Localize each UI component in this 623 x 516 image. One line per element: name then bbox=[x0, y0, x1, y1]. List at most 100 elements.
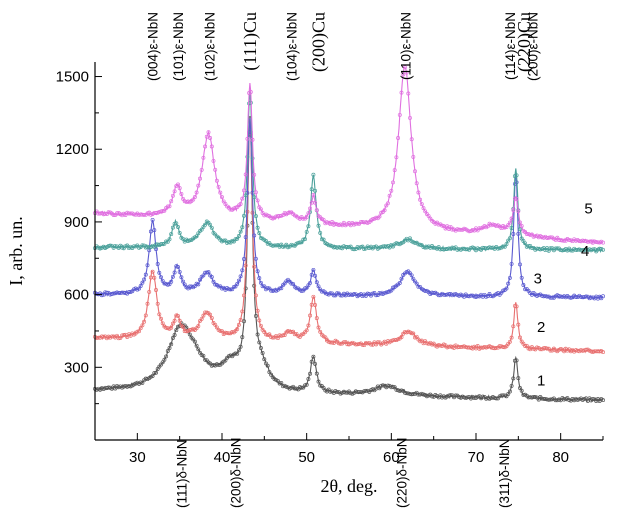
series-5-point bbox=[426, 213, 431, 218]
series-4-point bbox=[238, 229, 243, 234]
series-3-point bbox=[137, 286, 141, 291]
series-4-point bbox=[221, 238, 226, 243]
series-5-point bbox=[238, 202, 243, 206]
series-3-point bbox=[243, 235, 248, 240]
series-1-point bbox=[601, 398, 605, 403]
series-1-point bbox=[519, 388, 524, 393]
series-3-point bbox=[557, 294, 561, 298]
series-2-point bbox=[341, 340, 346, 345]
series-5-point bbox=[287, 210, 292, 215]
series-1-point bbox=[303, 383, 307, 388]
series-5-point bbox=[218, 190, 223, 195]
y-tick-label: 900 bbox=[64, 214, 89, 231]
series-5-point bbox=[142, 212, 147, 217]
series-3-point bbox=[374, 293, 379, 298]
series-3-point bbox=[140, 280, 145, 285]
series-4-point bbox=[235, 236, 240, 241]
series-4-point bbox=[387, 245, 392, 250]
series-5-point bbox=[448, 224, 453, 229]
series-5-point bbox=[385, 201, 390, 206]
series-5-point bbox=[208, 136, 213, 140]
series-5-point bbox=[167, 204, 172, 209]
series-1-point bbox=[187, 332, 192, 337]
series-4-point bbox=[372, 244, 377, 249]
series-2-point bbox=[411, 331, 416, 336]
series-2-point bbox=[314, 316, 319, 321]
series-1-point bbox=[494, 396, 499, 401]
series-3-point bbox=[519, 275, 524, 280]
series-3-point bbox=[501, 288, 506, 293]
series-2-point bbox=[238, 318, 243, 322]
series-5-point bbox=[411, 154, 416, 159]
peak-annotation-bottom: (220)δ-NbN bbox=[394, 437, 409, 508]
series-1-point bbox=[240, 335, 245, 340]
series-1-point bbox=[363, 388, 368, 393]
series-5-point bbox=[162, 208, 167, 213]
series-2-point bbox=[121, 333, 126, 337]
series-2-point bbox=[253, 293, 258, 298]
series-1-point bbox=[257, 340, 262, 345]
series-2-point bbox=[135, 329, 140, 334]
series-5-point bbox=[389, 188, 394, 193]
series-3-point bbox=[108, 292, 113, 297]
series-2-point bbox=[196, 324, 201, 329]
series-5-point bbox=[519, 224, 524, 228]
series-2-point bbox=[154, 288, 158, 292]
series-1-point bbox=[160, 360, 165, 365]
series-4-label: 4 bbox=[581, 243, 589, 260]
series-5-point bbox=[170, 193, 175, 198]
series-2-point bbox=[575, 348, 580, 353]
series-3-point bbox=[204, 270, 209, 275]
series-1-point bbox=[512, 358, 517, 363]
series-5-point bbox=[507, 220, 512, 225]
series-3-point bbox=[409, 273, 414, 278]
series-2-point bbox=[573, 348, 578, 353]
series-5-point bbox=[528, 232, 533, 237]
series-5-point bbox=[106, 210, 111, 215]
series-3-point bbox=[147, 248, 152, 253]
x-tick-label: 80 bbox=[552, 449, 569, 466]
series-5-point bbox=[490, 222, 495, 227]
series-1-point bbox=[394, 387, 399, 392]
series-4-point bbox=[304, 229, 309, 234]
series-4-point bbox=[140, 243, 145, 248]
series-2-point bbox=[360, 342, 365, 347]
series-4-point bbox=[431, 245, 436, 250]
y-tick-label: 600 bbox=[64, 287, 89, 304]
series-3-point bbox=[240, 268, 245, 273]
series-5-point bbox=[396, 136, 401, 140]
series-2-point bbox=[338, 341, 343, 346]
series-3-point bbox=[523, 287, 528, 292]
series-4-point bbox=[299, 240, 304, 245]
series-4-point bbox=[597, 246, 602, 251]
series-4-point bbox=[313, 188, 318, 193]
series-4-point bbox=[568, 248, 573, 253]
series-1-point bbox=[472, 395, 477, 400]
series-3-point bbox=[506, 281, 511, 286]
series-2-point bbox=[311, 294, 316, 299]
y-tick-label: 1500 bbox=[56, 69, 89, 86]
series-3-point bbox=[181, 279, 186, 284]
series-5-point bbox=[221, 199, 226, 204]
series-4-point bbox=[281, 244, 285, 249]
series-4-point bbox=[274, 243, 279, 248]
series-1-point bbox=[416, 392, 421, 397]
series-5-point bbox=[115, 211, 119, 216]
series-3-point bbox=[213, 282, 218, 287]
series-2-point bbox=[255, 308, 260, 313]
series-1-point bbox=[154, 370, 158, 375]
series-5-point bbox=[382, 208, 387, 213]
series-4-point bbox=[257, 231, 262, 236]
series-5-point bbox=[587, 239, 592, 244]
series-3-point bbox=[104, 290, 109, 295]
series-2-point bbox=[138, 326, 143, 331]
series-4-point bbox=[174, 221, 179, 226]
series-2-point bbox=[109, 334, 114, 339]
series-3-point bbox=[109, 292, 114, 296]
series-2-point bbox=[281, 333, 285, 338]
peak-annotation-top: (111)Cu bbox=[240, 12, 261, 71]
series-5-point bbox=[201, 155, 206, 160]
series-2-point bbox=[155, 301, 160, 306]
series-2-point bbox=[409, 331, 414, 336]
series-5-point bbox=[198, 176, 202, 181]
